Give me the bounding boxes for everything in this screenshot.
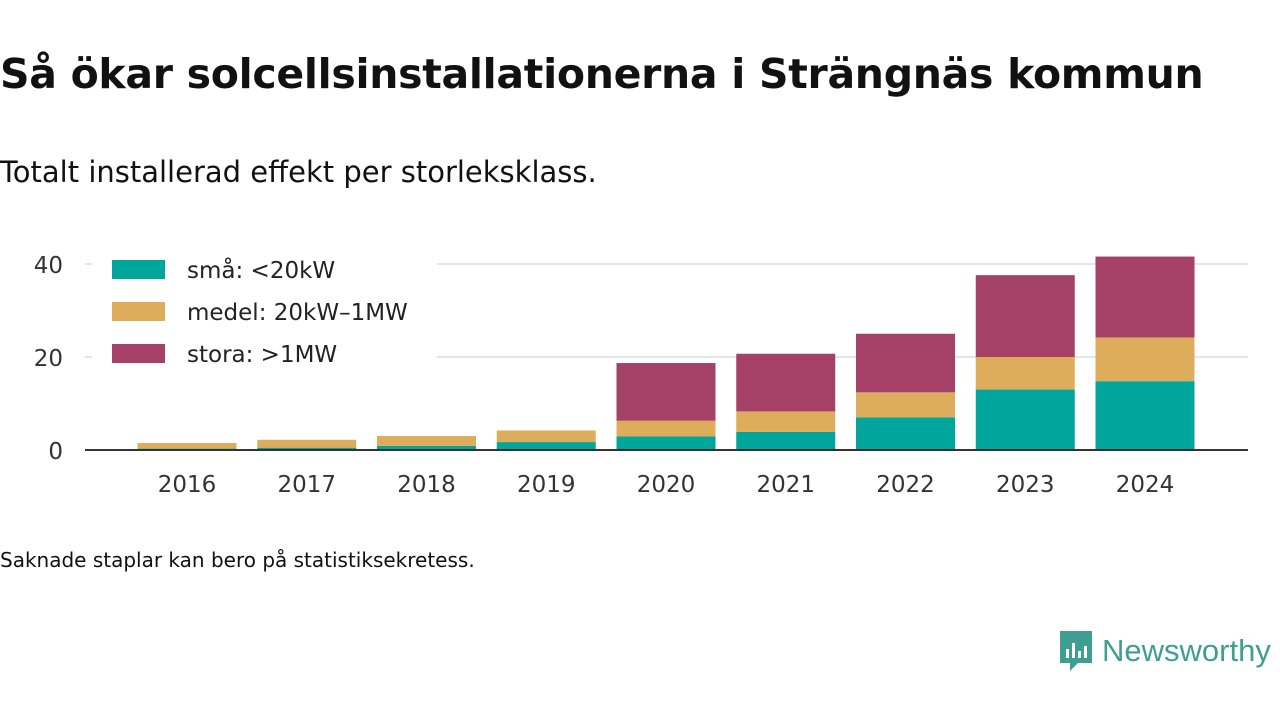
bar-2022-series-1 <box>856 392 955 418</box>
y-tick-label: 40 <box>34 253 63 279</box>
bar-2023-series-2 <box>975 275 1075 357</box>
bar-2021-series-2 <box>736 353 836 412</box>
x-tick-label-2022: 2022 <box>876 472 935 498</box>
bar-2022-series-0 <box>856 417 955 450</box>
bar-2019-series-1 <box>496 430 596 443</box>
x-tick-label-2019: 2019 <box>517 472 576 498</box>
legend-swatch-2 <box>112 344 165 363</box>
bar-2020-series-1 <box>616 420 716 437</box>
bar-2017-series-0 <box>257 447 357 450</box>
x-tick-label-2021: 2021 <box>756 472 815 498</box>
bar-2024-series-1 <box>1095 337 1195 382</box>
brand-name: Newsworthy <box>1102 633 1271 668</box>
bar-2020-series-0 <box>616 436 716 450</box>
bar-2020-series-2 <box>616 363 716 421</box>
bar-2016-series-1 <box>137 443 237 449</box>
legend-label-2: stora: >1MW <box>187 342 337 368</box>
legend-swatch-0 <box>112 260 165 279</box>
chart-title: Så ökar solcellsinstallationerna i Strän… <box>0 50 1204 98</box>
newsworthy-logo-icon <box>1060 631 1092 671</box>
bar-2017-series-1 <box>257 439 357 448</box>
bar-2018-series-1 <box>377 436 476 446</box>
brand-logo: Newsworthy <box>1058 628 1271 674</box>
bar-2024-series-0 <box>1095 381 1195 450</box>
bar-2023-series-0 <box>975 389 1075 450</box>
stacked-bar-chart: små: <20kW medel: 20kW–1MW stora: >1MW 0 20… <box>34 248 1248 498</box>
chart-subtitle: Totalt installerad effekt per storlekskl… <box>0 155 597 189</box>
footnote: Saknade staplar kan bero på statistiksek… <box>0 548 475 572</box>
bar-2021-series-1 <box>736 411 836 432</box>
bar-2018-series-0 <box>377 445 476 450</box>
y-tick-label: 0 <box>48 439 63 465</box>
legend-label-0: små: <20kW <box>187 256 335 284</box>
bar-2019-series-0 <box>496 442 596 450</box>
y-tick-label: 20 <box>34 346 63 372</box>
x-tick-label-2016: 2016 <box>158 472 217 498</box>
legend-label-1: medel: 20kW–1MW <box>187 300 408 326</box>
x-tick-label-2017: 2017 <box>277 472 336 498</box>
x-tick-label-2024: 2024 <box>1116 472 1175 498</box>
bar-2024-series-2 <box>1095 256 1195 338</box>
bars <box>137 256 1195 450</box>
legend-swatch-1 <box>112 302 165 321</box>
axes: 0 20 40 2016 2017 2018 2019 2020 2021 2022 2023 202… <box>34 253 1248 498</box>
x-tick-label-2023: 2023 <box>996 472 1055 498</box>
bar-2023-series-1 <box>975 357 1075 390</box>
legend: små: <20kW medel: 20kW–1MW stora: >1MW <box>92 248 437 380</box>
bar-2021-series-0 <box>736 431 836 450</box>
x-tick-label-2018: 2018 <box>397 472 456 498</box>
bar-2022-series-2 <box>856 333 955 393</box>
x-tick-label-2020: 2020 <box>637 472 696 498</box>
